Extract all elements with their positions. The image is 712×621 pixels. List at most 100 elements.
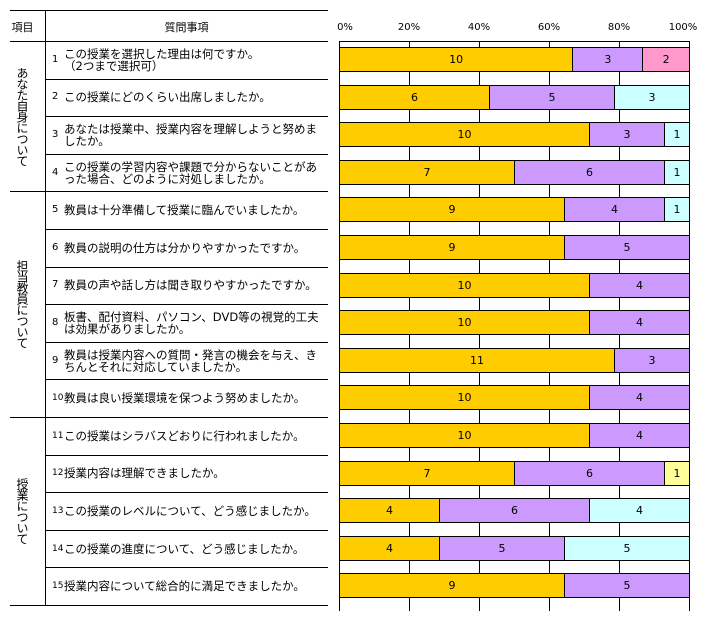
section-label: 担当教員について: [15, 260, 29, 349]
section-divider: [10, 605, 328, 606]
question-row: 11 この授業はシラバスどおりに行われましたか。: [52, 417, 328, 455]
x-tick-label: 20%: [397, 22, 421, 33]
row-divider: [45, 417, 328, 418]
bar-segment: 4: [589, 498, 690, 524]
question-number: 3: [52, 128, 59, 140]
bar-segment: 10: [339, 310, 590, 336]
question-text: 授業内容について総合的に満足できましたか。: [64, 579, 305, 594]
question-row: 7 教員の声や話し方は聞き取りやすかったですか。: [52, 267, 328, 305]
bar-segment: 1: [664, 159, 690, 185]
question-row: 4 この授業の学習内容や課題で分からないことがあった場合、どのように対処しましたか…: [52, 154, 328, 192]
bar-segment: 5: [564, 573, 690, 599]
question-text: あなたは授業中、授業内容を理解しようと努めましたか。: [64, 121, 317, 148]
question-text: この授業を選択した理由は何ですか。 （2つまで選択可）: [64, 46, 260, 73]
question-row: 1 この授業を選択した理由は何ですか。 （2つまで選択可）: [52, 41, 328, 79]
question-text: 教員の説明の仕方は分かりやすかったですか。: [64, 240, 306, 255]
bar-segment: 6: [439, 498, 590, 524]
question-text: この授業にどのくらい出席しましたか。: [64, 90, 271, 105]
question-number: 14: [52, 543, 64, 554]
question-number: 6: [52, 241, 59, 253]
question-text: 教員は十分準備して授業に臨んでいましたか。: [64, 203, 305, 218]
bar-segment: 10: [339, 272, 590, 298]
question-number: 9: [52, 354, 59, 366]
question-row: 2 この授業にどのくらい出席しましたか。: [52, 79, 328, 117]
question-number: 10: [52, 393, 64, 404]
question-row: 3 あなたは授業中、授業内容を理解しようと努めましたか。: [52, 116, 328, 154]
x-tick-label: 60%: [537, 22, 561, 33]
bar-segment: 10: [339, 385, 590, 411]
question-number: 12: [52, 468, 64, 479]
row-divider: [45, 154, 328, 155]
question-row: 8 板書、配付資料、パソコン、DVD等の視覚的工夫は効果がありましたか。: [52, 304, 328, 342]
question-row: 10 教員は良い授業環境を保つよう努めましたか。: [52, 379, 328, 417]
header-question: 質問事項: [164, 21, 209, 34]
question-text: この授業の学習内容や課題で分からないことがあった場合、どのように対処しましたか。: [64, 159, 317, 186]
question-row: 12 授業内容は理解できましたか。: [52, 455, 328, 493]
bar-segment: 11: [339, 347, 615, 373]
bar-segment: 4: [589, 272, 690, 298]
bar-segment: 1: [664, 460, 690, 486]
bar-segment: 10: [339, 122, 590, 148]
x-tick-label: 40%: [467, 22, 491, 33]
row-divider: [45, 530, 328, 531]
row-divider: [45, 79, 328, 80]
question-row: 5 教員は十分準備して授業に臨んでいましたか。: [52, 191, 328, 229]
row-divider: [45, 191, 328, 192]
question-text: 教員の声や話し方は聞き取りやすかったですか。: [64, 278, 317, 293]
bar-segment: 5: [489, 84, 615, 110]
bar-segment: 3: [614, 347, 690, 373]
question-row: 14 この授業の進度について、どう感じましたか。: [52, 530, 328, 568]
bar-segment: 9: [339, 235, 565, 260]
bar-segment: 4: [339, 498, 440, 524]
section-label: 授業について: [15, 478, 29, 544]
header-category: 項目: [11, 21, 34, 34]
bar-segment: 7: [339, 159, 515, 185]
question-text: 教員は授業内容への質問・発言の機会を与え、きちんとそれに対応していましたか。: [64, 347, 317, 374]
row-divider: [45, 229, 328, 230]
question-text: 板書、配付資料、パソコン、DVD等の視覚的工夫は効果がありましたか。: [64, 309, 319, 336]
row-divider: [45, 455, 328, 456]
bar-segment: 6: [514, 159, 665, 185]
bar-segment: 9: [339, 197, 565, 223]
bar-segment: 4: [589, 423, 690, 448]
bar-segment: 10: [339, 47, 574, 72]
question-number: 5: [52, 204, 59, 216]
question-number: 8: [52, 316, 59, 328]
question-number: 4: [52, 166, 59, 178]
question-number: 7: [52, 279, 59, 291]
question-text: 教員は良い授業環境を保つよう努めましたか。: [64, 391, 306, 406]
bar-segment: 4: [589, 385, 690, 411]
bar-segment: 6: [514, 460, 665, 486]
bar-segment: 10: [339, 423, 590, 448]
bar-segment: 6: [339, 84, 490, 110]
question-text: この授業の進度について、どう感じましたか。: [64, 541, 305, 556]
bar-segment: 4: [339, 535, 440, 561]
question-row: 9 教員は授業内容への質問・発言の機会を与え、きちんとそれに対応していましたか。: [52, 342, 328, 380]
row-divider: [45, 567, 328, 568]
row-divider: [45, 304, 328, 305]
bar-segment: 7: [339, 460, 515, 486]
column-divider: [45, 10, 46, 606]
row-divider: [45, 267, 328, 268]
plot-top-border: [339, 41, 689, 42]
table-top-border: [10, 10, 328, 11]
x-tick-label: 80%: [607, 22, 631, 33]
row-divider: [45, 116, 328, 117]
question-row: 13 この授業のレベルについて、どう感じましたか。: [52, 492, 328, 530]
bar-segment: 9: [339, 573, 565, 599]
bar-segment: 5: [439, 535, 565, 561]
question-number: 2: [52, 91, 59, 103]
header-divider: [10, 41, 328, 42]
question-row: 6 教員の説明の仕方は分かりやすかったですか。: [52, 229, 328, 267]
row-divider: [45, 342, 328, 343]
bar-segment: 4: [564, 197, 665, 223]
row-divider: [45, 492, 328, 493]
bar-segment: 4: [589, 310, 690, 336]
bar-segment: 3: [589, 122, 665, 148]
bar-segment: 5: [564, 535, 690, 561]
bar-segment: 1: [664, 122, 690, 148]
bar-segment: 2: [642, 47, 690, 72]
bar-segment: 3: [614, 84, 690, 110]
bar-segment: 3: [572, 47, 644, 72]
